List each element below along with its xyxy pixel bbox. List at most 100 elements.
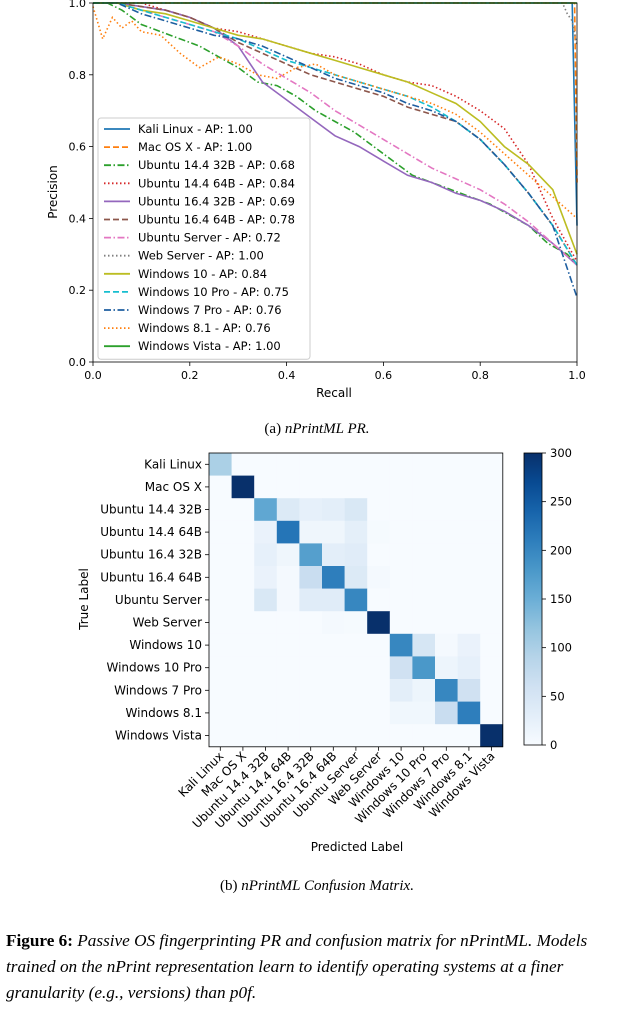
cm-cell bbox=[209, 543, 232, 567]
cm-cell bbox=[412, 679, 436, 702]
cm-xlabel: Predicted Label bbox=[311, 840, 404, 854]
cm-colorbar-tick-label: 200 bbox=[550, 543, 572, 557]
pr-plot-frame bbox=[92, 2, 578, 363]
cm-y-tick-label: Kali Linux bbox=[144, 457, 202, 471]
cm-cell bbox=[231, 724, 255, 748]
confusion-matrix-chart: True Label Predicted Label Kali LinuxKal… bbox=[77, 446, 572, 854]
cm-cell bbox=[322, 453, 345, 476]
cm-cell bbox=[457, 656, 481, 680]
cm-cell bbox=[209, 520, 232, 544]
caption-a-text: nPrintML PR. bbox=[284, 421, 370, 437]
cm-cell bbox=[412, 566, 436, 589]
cm-cell bbox=[344, 701, 368, 725]
pr-legend-label: Windows 10 - AP: 0.84 bbox=[138, 267, 267, 281]
cm-cell bbox=[457, 453, 481, 476]
pr-legend-label: Ubuntu 16.4 32B - AP: 0.69 bbox=[138, 194, 295, 208]
cm-colorbar-tick-label: 50 bbox=[550, 689, 565, 703]
cm-cell bbox=[367, 520, 391, 544]
cm-cell bbox=[322, 498, 345, 522]
pr-legend-label: Windows Vista - AP: 1.00 bbox=[138, 339, 281, 353]
cm-cell bbox=[457, 520, 481, 544]
cm-cell bbox=[231, 566, 255, 589]
cm-y-tick-label: Web Server bbox=[133, 616, 202, 630]
cm-cell bbox=[254, 475, 278, 499]
cm-cell bbox=[389, 679, 413, 702]
cm-cell bbox=[209, 475, 232, 499]
pr-ylabel: Precision bbox=[46, 165, 60, 219]
cm-cell bbox=[344, 475, 368, 499]
pr-legend-label: Mac OS X - AP: 1.00 bbox=[138, 140, 252, 154]
cm-colorbar-tick-label: 250 bbox=[550, 495, 572, 509]
cm-cell bbox=[435, 656, 458, 680]
cm-cell bbox=[457, 701, 481, 725]
cm-cell bbox=[209, 679, 232, 702]
cm-cell bbox=[344, 543, 368, 567]
cm-cell bbox=[299, 566, 323, 589]
pr-series-line bbox=[93, 2, 578, 298]
cm-cell bbox=[435, 588, 458, 612]
figure-text: Passive OS fingerprinting PR and confusi… bbox=[6, 931, 588, 1002]
cm-cell bbox=[457, 679, 481, 702]
figure-label: Figure 6: bbox=[6, 931, 73, 950]
cm-cell bbox=[209, 566, 232, 589]
cm-cell bbox=[231, 520, 255, 544]
cm-cell bbox=[209, 588, 232, 612]
cm-cell bbox=[389, 520, 413, 544]
cm-cell bbox=[389, 611, 413, 635]
cm-cells bbox=[209, 453, 504, 748]
pr-y-tick-label: 0.8 bbox=[69, 69, 87, 82]
cm-cell bbox=[254, 453, 278, 476]
cm-cell bbox=[367, 679, 391, 702]
cm-cell bbox=[254, 611, 278, 635]
cm-cell bbox=[209, 611, 232, 635]
cm-cell bbox=[344, 498, 368, 522]
pr-x-tick-label: 0.8 bbox=[471, 369, 489, 382]
cm-cell bbox=[322, 520, 345, 544]
cm-cell bbox=[299, 611, 323, 635]
cm-cell bbox=[457, 724, 481, 748]
cm-cell bbox=[344, 656, 368, 680]
pr-legend-label: Windows 7 Pro - AP: 0.76 bbox=[138, 303, 282, 317]
cm-cell bbox=[322, 475, 345, 499]
cm-cell bbox=[322, 724, 345, 748]
cm-cell bbox=[322, 679, 345, 702]
cm-cell bbox=[299, 453, 323, 476]
cm-y-tick-label: Ubuntu 14.4 32B bbox=[100, 503, 202, 517]
cm-cell bbox=[276, 475, 300, 499]
cm-cell bbox=[254, 633, 278, 657]
cm-cell bbox=[344, 588, 368, 612]
cm-y-tick-label: Ubuntu 16.4 32B bbox=[100, 548, 202, 562]
pr-x-tick-label: 1.0 bbox=[568, 369, 586, 382]
cm-cell bbox=[412, 588, 436, 612]
cm-cell bbox=[254, 656, 278, 680]
cm-cell bbox=[209, 633, 232, 657]
cm-cell bbox=[254, 724, 278, 748]
cm-cell bbox=[209, 656, 232, 680]
cm-cell bbox=[412, 520, 436, 544]
cm-cell bbox=[209, 724, 232, 748]
cm-cell bbox=[457, 543, 481, 567]
cm-cell bbox=[412, 543, 436, 567]
cm-cell bbox=[457, 566, 481, 589]
cm-cell bbox=[231, 679, 255, 702]
pr-x-tick-label: 0.0 bbox=[84, 369, 102, 382]
cm-cell bbox=[254, 701, 278, 725]
pr-curve-chart: Precision Recall 0.0 0.2 0.4 0.6 0.8 1.0 0.0 0.… bbox=[46, 0, 586, 400]
cm-cell bbox=[276, 656, 300, 680]
cm-cell bbox=[367, 498, 391, 522]
cm-cell bbox=[367, 475, 391, 499]
cm-cell bbox=[435, 453, 458, 476]
cm-cell bbox=[254, 679, 278, 702]
pr-series-line bbox=[93, 2, 578, 255]
cm-cell bbox=[231, 453, 255, 476]
cm-cell bbox=[367, 588, 391, 612]
cm-cell bbox=[254, 498, 278, 522]
cm-cell bbox=[344, 679, 368, 702]
cm-cell bbox=[412, 611, 436, 635]
cm-cell bbox=[276, 498, 300, 522]
cm-cell bbox=[480, 701, 504, 725]
cm-cell bbox=[412, 633, 436, 657]
cm-cell bbox=[231, 656, 255, 680]
cm-cell bbox=[231, 475, 255, 499]
cm-cell bbox=[412, 656, 436, 680]
